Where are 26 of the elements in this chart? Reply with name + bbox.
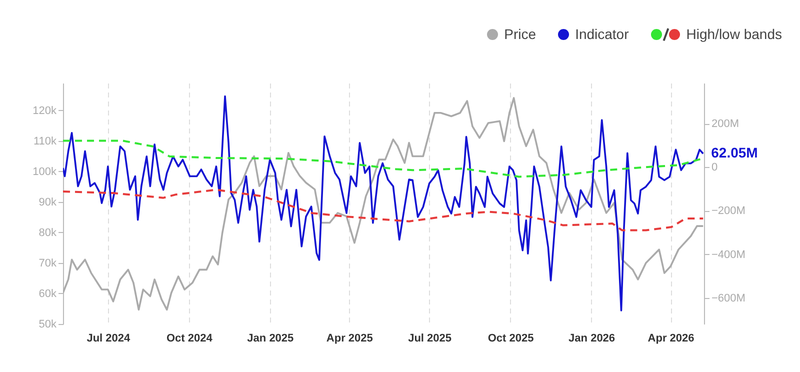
y-tick-label: 100k [32, 166, 57, 178]
x-tick-label: Apr 2026 [648, 332, 694, 344]
x-tick-label: Jan 2026 [568, 332, 616, 344]
y-tick-label: 70k [38, 257, 57, 270]
line-series [63, 188, 704, 232]
legend-label: Price [504, 26, 536, 42]
y2-tick-label: 200M [712, 118, 740, 130]
y2-tick-label: −200M [712, 205, 746, 218]
x-tick-label: Jan 2025 [247, 332, 294, 344]
y2-tick-label: −400M [712, 248, 746, 261]
legend-label: High/low bands [686, 26, 782, 42]
y-tick-label: 50k [38, 318, 57, 330]
x-tick-label: Oct 2024 [166, 332, 214, 344]
x-tick-label: Jul 2025 [408, 332, 452, 344]
x-tick-label: Oct 2025 [488, 332, 534, 344]
x-tick-label: Apr 2025 [326, 332, 373, 344]
y-tick-label: 80k [38, 226, 57, 239]
y-tick-label: 90k [38, 196, 57, 208]
y-tick-label: 120k [32, 104, 57, 117]
legend-label: Indicator [575, 26, 629, 42]
x-tick-label: Jul 2024 [86, 332, 131, 344]
y2-tick-label: 0 [712, 162, 718, 174]
y-tick-label: 110k [33, 135, 57, 148]
text: 62.05M [711, 144, 758, 161]
y2-tick-label: −600M [712, 292, 746, 304]
y-tick-label: 60k [38, 288, 57, 300]
